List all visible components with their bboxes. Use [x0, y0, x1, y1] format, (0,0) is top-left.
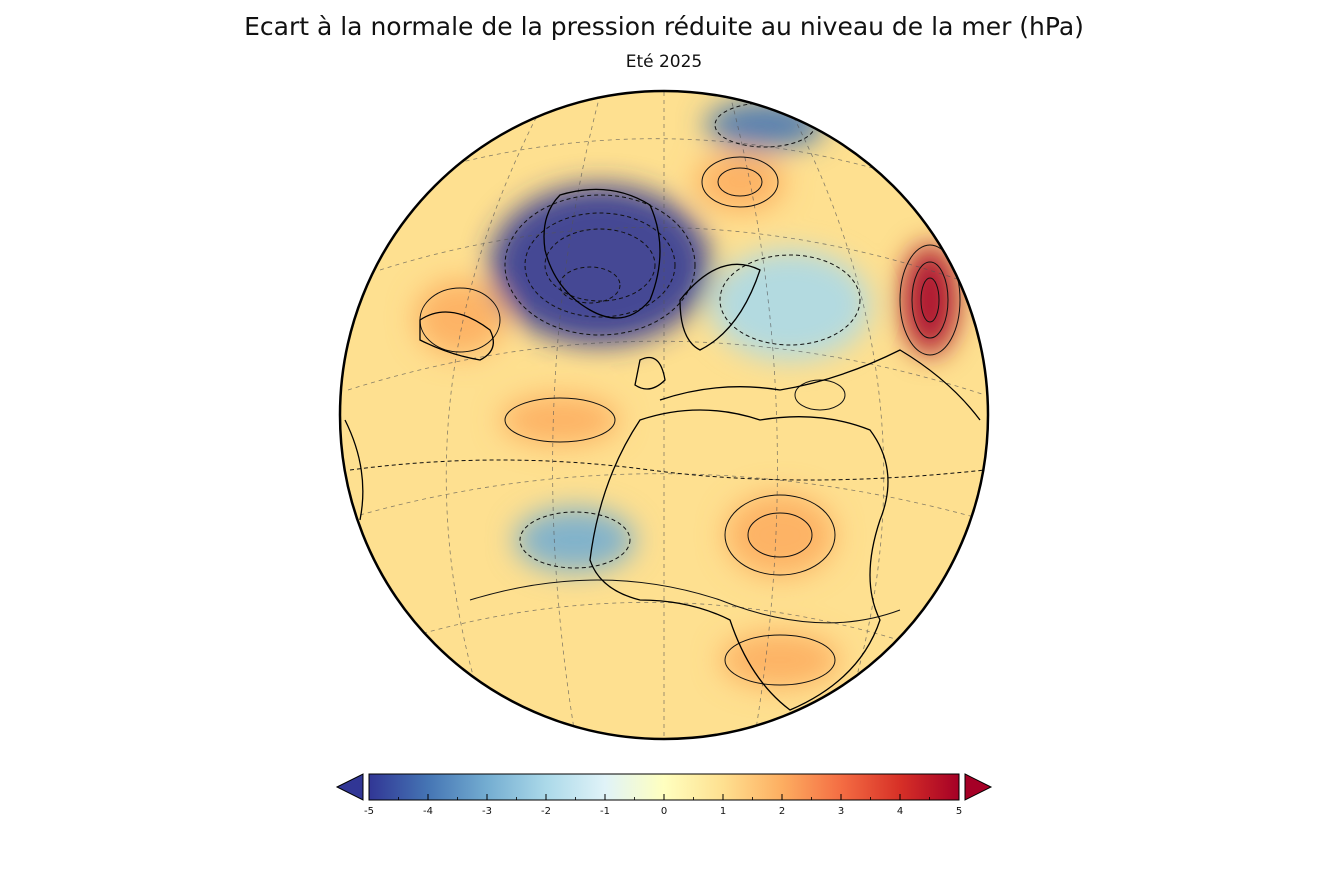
graticule	[347, 92, 986, 738]
colorbar-tick-label: -5	[364, 806, 374, 817]
anomaly-southern-africa	[720, 632, 840, 688]
colorbar-ticks	[368, 794, 960, 800]
coastline-americas	[344, 419, 364, 521]
colorbar-tick-label: 5	[955, 806, 963, 817]
anomaly-central-atlantic	[500, 395, 620, 445]
anomaly-sahara-central-africa	[725, 493, 835, 577]
colorbar-extend-high	[964, 773, 993, 801]
graticule-line	[379, 226, 961, 281]
anomaly-labrador	[415, 280, 505, 356]
contour	[519, 511, 631, 569]
contour	[911, 261, 949, 339]
contour	[504, 397, 616, 443]
coastlines	[344, 188, 981, 711]
contour	[469, 579, 901, 624]
anomaly-russia	[710, 250, 870, 360]
contour	[524, 212, 676, 318]
contour	[794, 379, 846, 411]
globe	[340, 91, 988, 739]
contour	[719, 254, 861, 346]
colorbar-tick-label: 1	[719, 806, 727, 817]
contour	[747, 512, 813, 558]
graticule-line	[552, 94, 601, 736]
colorbar	[335, 773, 993, 801]
colorbar-tick-label: -2	[541, 806, 551, 817]
graticule-line	[347, 340, 986, 396]
contour	[349, 459, 986, 481]
globe-background	[340, 91, 988, 739]
contour	[724, 634, 836, 686]
coastline-africa	[589, 409, 889, 711]
contour	[559, 266, 621, 304]
anomaly-greenland-north-atlantic	[490, 185, 710, 345]
coastline-europe-asia	[659, 349, 981, 421]
graticule-line	[789, 109, 885, 701]
contour	[504, 194, 696, 336]
graticule-line	[445, 109, 541, 701]
anomaly-svalbard	[695, 152, 785, 212]
colorbar-tick-label: 2	[778, 806, 786, 817]
coastline-labrador	[419, 311, 494, 361]
contour	[920, 277, 940, 323]
colorbar-tick-label: 4	[896, 806, 904, 817]
graticule-line	[399, 601, 931, 651]
colorbar-tick-label: -3	[482, 806, 492, 817]
contours	[349, 102, 986, 686]
colorbar-tick-label: -4	[423, 806, 433, 817]
coastline-greenland	[543, 188, 661, 319]
contour	[717, 167, 763, 197]
contour	[899, 244, 961, 356]
colorbar-extend-low	[335, 773, 364, 801]
contour	[701, 156, 779, 208]
map-subtitle: Eté 2025	[625, 52, 703, 72]
contour	[724, 494, 836, 576]
colorbar-tick-label: 0	[660, 806, 668, 817]
anomaly-northwest-africa-canary-islands	[515, 508, 635, 572]
coastline-scandinavia	[679, 263, 761, 351]
colorbar-tick-label: -1	[600, 806, 610, 817]
graticule-line	[449, 138, 881, 171]
contour	[544, 228, 656, 302]
anomaly-central-asia-kazakhstan	[902, 245, 958, 355]
coastline-british-isles	[634, 356, 666, 390]
map-title: Ecart à la normale de la pression réduit…	[244, 12, 1084, 41]
colorbar-tick-label: 3	[837, 806, 845, 817]
graticule-line	[729, 94, 778, 736]
globe-outline	[338, 89, 990, 741]
